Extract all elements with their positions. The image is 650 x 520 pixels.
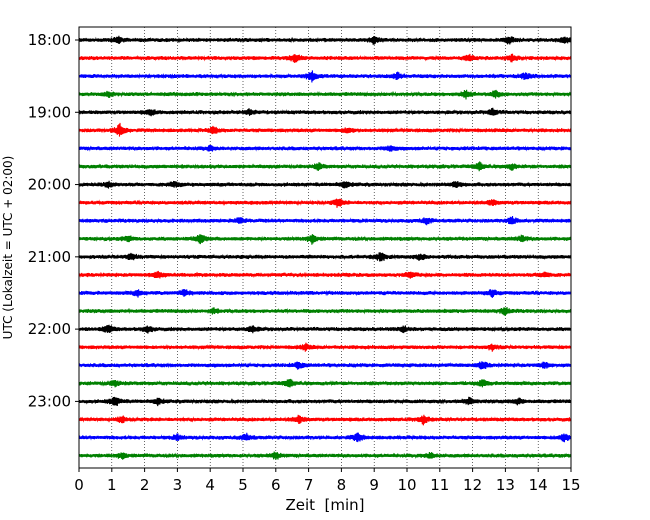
x-axis-ticks: 0 1 2 3 4 5 6 7 8 9 10 11 12 13 14 15: [74, 468, 581, 494]
x-tick-label: 10: [397, 476, 416, 494]
x-tick-label: 13: [496, 476, 515, 494]
y-axis-ticks: 18:00 19:00 20:00 21:00 22:00 23:00: [28, 31, 79, 410]
x-tick-label: 14: [529, 476, 548, 494]
x-tick-label: 5: [238, 476, 248, 494]
plot-frame: [78, 26, 572, 469]
x-tick-label: 1: [107, 476, 117, 494]
trace-2030: [78, 216, 572, 226]
trace-2215: [78, 342, 572, 352]
trace-2315: [78, 414, 572, 426]
trace-1800: [78, 35, 572, 45]
trace-2045: [78, 234, 572, 245]
trace-2100: [78, 252, 572, 262]
trace-1900: [78, 107, 572, 117]
trace-2330: [78, 432, 572, 443]
x-tick-label: 7: [304, 476, 314, 494]
trace-1830: [78, 70, 572, 83]
y-tick-label: 22:00: [28, 320, 71, 338]
trace-2230: [78, 361, 572, 370]
trace-2130: [78, 289, 572, 298]
x-tick-label: 15: [561, 476, 580, 494]
trace-2015: [78, 198, 572, 208]
trace-2115: [78, 270, 572, 279]
x-tick-label: 8: [337, 476, 347, 494]
x-tick-label: 4: [205, 476, 215, 494]
trace-1915: [78, 122, 572, 137]
y-axis-label: UTC (Lokalzeit = UTC + 02:00): [1, 156, 15, 340]
x-tick-label: 11: [430, 476, 449, 494]
trace-1815: [78, 53, 572, 63]
x-tick-label: 9: [369, 476, 379, 494]
x-tick-label: 6: [271, 476, 281, 494]
trace-2345: [78, 451, 572, 460]
x-tick-label: 0: [74, 476, 84, 494]
x-tick-label: 12: [463, 476, 482, 494]
y-tick-label: 20:00: [28, 176, 71, 194]
trace-2245: [78, 378, 572, 388]
trace-2145: [78, 307, 572, 316]
trace-2000: [78, 180, 572, 189]
x-tick-label: 3: [173, 476, 183, 494]
trace-1930: [78, 144, 572, 152]
x-axis-label: Zeit [min]: [285, 496, 364, 514]
trace-2300: [78, 396, 572, 407]
trace-1845: [78, 89, 572, 100]
trace-group: [78, 35, 572, 460]
y-tick-label: 18:00: [28, 31, 71, 49]
trace-2200: [78, 324, 572, 334]
x-tick-label: 2: [140, 476, 150, 494]
trace-1945: [78, 161, 572, 172]
y-tick-label: 23:00: [28, 392, 71, 410]
y-tick-label: 21:00: [28, 248, 71, 266]
y-tick-label: 19:00: [28, 103, 71, 121]
